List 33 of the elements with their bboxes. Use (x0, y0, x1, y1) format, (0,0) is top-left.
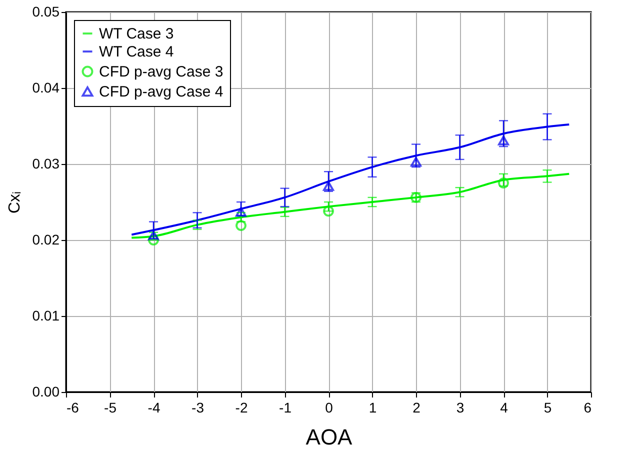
legend-label: WT Case 4 (99, 44, 174, 60)
point (236, 220, 246, 232)
x-tick-label: -4 (148, 400, 160, 416)
legend-label: CFD p-avg Case 3 (99, 64, 224, 80)
x-tick-label: -1 (279, 400, 292, 416)
y-tick-label: 0.02 (32, 232, 60, 248)
y-tick-label: 0.03 (32, 156, 60, 172)
point (498, 178, 509, 188)
x-tick-label: -2 (235, 400, 248, 416)
point (323, 206, 334, 217)
x-tick-label: 5 (544, 400, 552, 416)
point (410, 156, 422, 167)
x-tick-label: -6 (66, 400, 80, 416)
point (323, 181, 334, 191)
x-tick-label: 3 (456, 400, 464, 416)
legend-label: CFD p-avg Case 4 (99, 84, 224, 100)
x-tick-label: 6 (584, 400, 592, 416)
x-tick-label: -5 (104, 400, 117, 416)
y-tick-label: 0.01 (32, 308, 60, 324)
y-tick-label: 0.00 (32, 384, 60, 400)
x-tick-label: 4 (500, 400, 508, 416)
x-tick-label: -3 (192, 400, 204, 416)
legend-label: WT Case 3 (99, 26, 174, 42)
y-tick-label: 0.05 (32, 4, 60, 20)
y-tick-label: 0.04 (32, 80, 60, 96)
x-axis-title: AOA (306, 424, 353, 450)
y-axis-title: Cxᵢ (6, 191, 24, 214)
point (498, 136, 509, 146)
x-tick-label: 2 (412, 400, 421, 416)
point (236, 207, 246, 217)
x-tick-label: 1 (368, 400, 377, 416)
x-tick-label: 0 (325, 400, 334, 416)
point (148, 234, 159, 246)
